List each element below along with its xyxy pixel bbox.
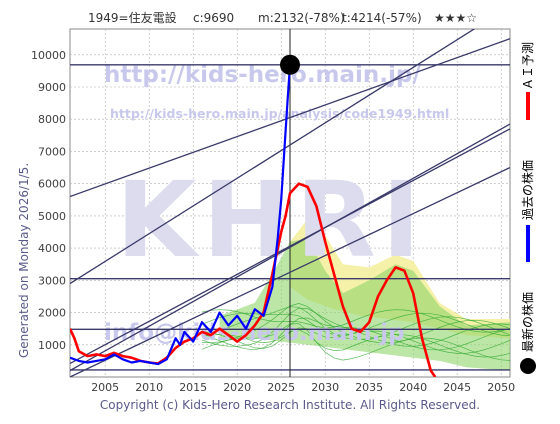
- ai-forecast-line: [70, 182, 437, 377]
- x-tick-label: 2010: [135, 381, 163, 394]
- simulation-line: [201, 329, 510, 358]
- x-tick-label: 2030: [311, 381, 339, 394]
- y-tick-label: 9000: [38, 81, 66, 94]
- copyright-footer: Copyright (c) Kids-Hero Research Institu…: [100, 398, 480, 412]
- series-layer: [70, 64, 437, 377]
- y-tick-label: 5000: [38, 210, 66, 223]
- watermark-url-top: http://kids-hero.main.jp/: [104, 62, 421, 88]
- generated-date: Generated on Monday 2026/1/5.: [17, 163, 31, 358]
- header-current: c:9690: [193, 11, 234, 25]
- x-tick-label: 2015: [179, 381, 207, 394]
- trend-line: [70, 166, 510, 377]
- legend-label-ai: ＡＩ予測: [521, 42, 535, 90]
- simulation-line: [201, 323, 510, 361]
- y-tick-label: 3000: [38, 274, 66, 287]
- legend-label-latest: 最新の株価: [520, 292, 535, 352]
- x-tick-label: 2005: [91, 381, 119, 394]
- y-tick-label: 10000: [31, 49, 66, 62]
- latest-marker-layer: [280, 54, 300, 75]
- simulation-line: [201, 327, 510, 354]
- legend: ＡＩ予測 過去の株価 最新の株価: [520, 42, 536, 374]
- watermark-url-analysis: http://kids-hero.main.jp/analysis/code19…: [110, 106, 449, 121]
- y-tick-label: 6000: [38, 178, 66, 191]
- y-tick-label: 2000: [38, 307, 66, 320]
- simulation-line: [201, 317, 510, 351]
- header-min-stat: m:2132(-78%): [258, 11, 345, 25]
- simulation-line: [201, 306, 510, 340]
- past-price-line: [70, 64, 292, 366]
- trend-line: [70, 29, 476, 285]
- watermark-brand: KHRI: [116, 159, 426, 281]
- trend-line: [70, 38, 510, 198]
- y-axis-ticks: 1000 2000 3000 4000 5000 6000 7000 8000 9000 1000…: [31, 49, 66, 352]
- y-tick-label: 8000: [38, 113, 66, 126]
- x-tick-label: 2035: [355, 381, 383, 394]
- x-tick-label: 2045: [443, 381, 471, 394]
- legend-swatch-latest: [520, 358, 536, 374]
- trend-lines: [70, 29, 510, 377]
- x-tick-label: 2025: [267, 381, 295, 394]
- y-tick-label: 7000: [38, 145, 66, 158]
- simulation-line: [201, 309, 510, 333]
- x-tick-label: 2050: [487, 381, 515, 394]
- trend-line: [70, 128, 510, 365]
- x-axis-ticks: 2005 2010 2015 2020 2025 2030 2035 2040 2045 2050: [91, 381, 515, 394]
- latest-price-dot: [280, 54, 300, 75]
- x-tick-label: 2020: [223, 381, 251, 394]
- header-code-name: 1949=住友電設: [88, 10, 177, 25]
- y-tick-label: 4000: [38, 242, 66, 255]
- x-tick-label: 2040: [399, 381, 427, 394]
- y-tick-label: 1000: [38, 339, 66, 352]
- header-target-stat: t:4214(-57%): [342, 11, 422, 25]
- trend-line: [70, 123, 510, 372]
- legend-label-past: 過去の株価: [520, 160, 535, 220]
- header-rating: ★★★☆: [434, 11, 477, 25]
- simulation-line: [201, 303, 510, 344]
